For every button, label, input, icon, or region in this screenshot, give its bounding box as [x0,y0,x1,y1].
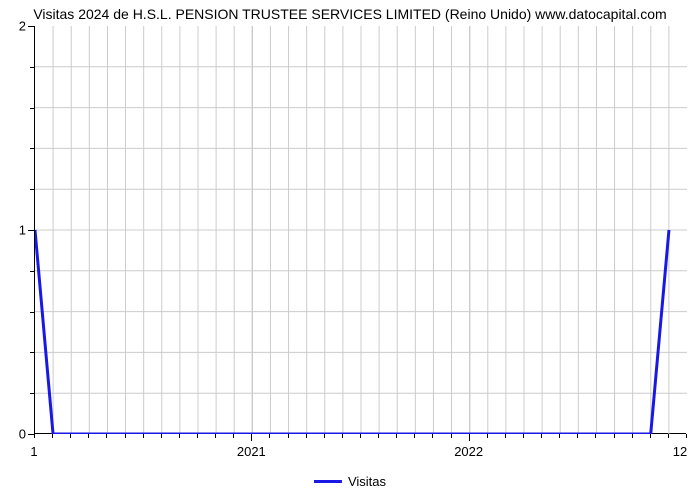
x-minor-tick [269,434,270,438]
y-tick-label: 2 [8,19,26,34]
legend-swatch [314,480,342,483]
x-minor-tick [288,434,289,438]
chart-legend: Visitas [314,474,386,489]
x-minor-tick [106,434,107,438]
x-minor-tick [161,434,162,438]
y-minor-tick [30,312,34,313]
x-major-tick [251,434,252,441]
x-minor-tick [523,434,524,438]
y-tick [28,230,34,231]
x-minor-tick [614,434,615,438]
x-minor-tick [233,434,234,438]
x-minor-tick [215,434,216,438]
x-minor-tick [686,434,687,438]
x-tick-label: 2022 [454,444,483,459]
y-tick-label: 1 [8,223,26,238]
y-minor-tick [30,108,34,109]
x-minor-tick [143,434,144,438]
legend-label: Visitas [348,474,386,489]
x-minor-tick [668,434,669,438]
x-minor-tick [541,434,542,438]
x-minor-tick [179,434,180,438]
plot-svg [35,26,687,434]
y-minor-tick [30,67,34,68]
x-minor-tick [595,434,596,438]
y-minor-tick [30,393,34,394]
visits-chart: Visitas 2024 de H.S.L. PENSION TRUSTEE S… [0,0,700,500]
x-minor-tick [414,434,415,438]
x-minor-tick [52,434,53,438]
x-minor-tick [577,434,578,438]
x-minor-tick [324,434,325,438]
x-minor-tick [396,434,397,438]
chart-title: Visitas 2024 de H.S.L. PENSION TRUSTEE S… [33,6,666,22]
y-minor-tick [30,352,34,353]
y-tick [28,26,34,27]
x-minor-tick [342,434,343,438]
x-minor-tick [88,434,89,438]
x-major-tick [469,434,470,441]
x-minor-tick [505,434,506,438]
x-minor-tick [432,434,433,438]
x-minor-tick [306,434,307,438]
x-minor-tick [70,434,71,438]
plot-area [34,26,686,434]
y-minor-tick [30,271,34,272]
y-tick-label: 0 [8,427,26,442]
x-minor-tick [650,434,651,438]
y-minor-tick [30,148,34,149]
x-minor-tick [197,434,198,438]
x-minor-tick [632,434,633,438]
x-start-label: 1 [30,444,37,459]
x-minor-tick [559,434,560,438]
x-tick-label: 2021 [237,444,266,459]
x-minor-tick [125,434,126,438]
x-minor-tick [34,434,35,438]
x-end-label: 12 [673,444,687,459]
x-minor-tick [451,434,452,438]
x-minor-tick [378,434,379,438]
x-minor-tick [360,434,361,438]
y-minor-tick [30,189,34,190]
x-minor-tick [487,434,488,438]
